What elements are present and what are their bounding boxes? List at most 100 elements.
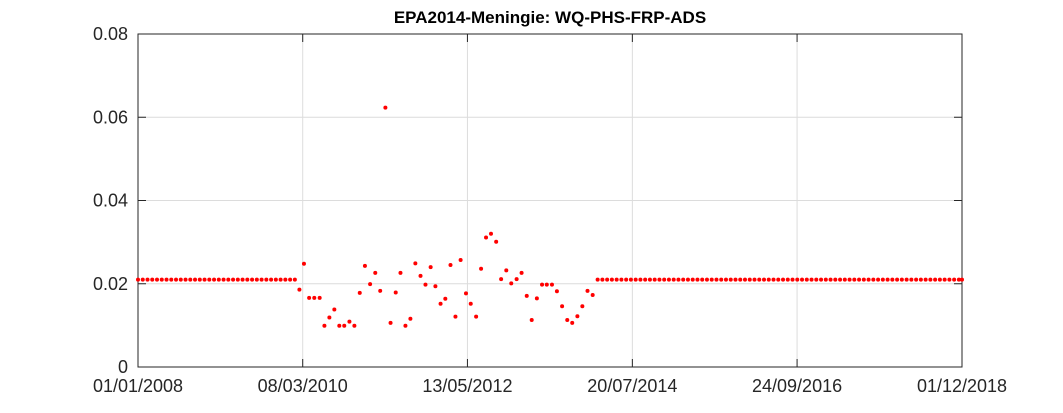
data-point (952, 277, 957, 282)
data-point (704, 277, 709, 282)
data-point (676, 277, 681, 282)
data-point (479, 266, 484, 271)
x-tick-label: 20/07/2014 (587, 376, 677, 396)
data-point (264, 277, 269, 282)
data-point (183, 277, 188, 282)
data-point (876, 277, 881, 282)
data-point (842, 277, 847, 282)
data-point (494, 239, 499, 244)
data-point (312, 295, 317, 300)
data-point (428, 265, 433, 270)
data-point (624, 277, 629, 282)
data-point (638, 277, 643, 282)
y-tick-label: 0.06 (93, 107, 128, 127)
y-tick-label: 0 (118, 357, 128, 377)
data-point (463, 291, 468, 296)
data-point (852, 277, 857, 282)
data-point (757, 277, 762, 282)
data-point (554, 289, 559, 294)
data-point (388, 320, 393, 325)
data-point (605, 277, 610, 282)
data-point (933, 277, 938, 282)
data-point (960, 277, 964, 282)
data-point (666, 277, 671, 282)
data-point (585, 288, 590, 293)
data-point (861, 277, 866, 282)
data-point (301, 261, 306, 266)
x-tick-label: 08/03/2010 (258, 376, 348, 396)
data-point (575, 314, 580, 319)
data-point (504, 268, 509, 273)
data-point (923, 277, 928, 282)
data-point (800, 277, 805, 282)
data-point (833, 277, 838, 282)
data-point (197, 277, 202, 282)
data-point (178, 277, 183, 282)
data-point (292, 277, 297, 282)
data-point (202, 277, 207, 282)
data-point (652, 277, 657, 282)
data-point (297, 287, 302, 292)
data-point (885, 277, 890, 282)
data-point (714, 277, 719, 282)
data-point (212, 277, 217, 282)
data-point (193, 277, 198, 282)
data-point (458, 258, 463, 263)
data-point (269, 277, 274, 282)
data-point (747, 277, 752, 282)
data-point (534, 296, 539, 301)
data-point (560, 304, 565, 309)
data-point (357, 290, 362, 295)
data-point (448, 263, 453, 268)
data-point (499, 277, 504, 282)
data-point (207, 277, 212, 282)
data-point (619, 277, 624, 282)
data-point (928, 277, 933, 282)
y-tick-label: 0.04 (93, 191, 128, 211)
data-point (240, 277, 245, 282)
data-point (937, 277, 942, 282)
data-point (145, 277, 150, 282)
grid-lines (137, 33, 963, 368)
data-point (398, 270, 403, 275)
data-point (766, 277, 771, 282)
data-point (723, 277, 728, 282)
data-point (413, 261, 418, 266)
data-point (600, 277, 605, 282)
data-point (423, 282, 428, 287)
data-point (762, 277, 767, 282)
data-point (947, 277, 952, 282)
data-point (254, 277, 259, 282)
data-point (418, 273, 423, 278)
data-point (169, 277, 174, 282)
data-point (347, 319, 352, 324)
data-point (776, 277, 781, 282)
data-point (823, 277, 828, 282)
data-point (383, 105, 388, 110)
data-point (216, 277, 221, 282)
data-point (150, 277, 155, 282)
data-point (408, 316, 413, 321)
data-point (342, 323, 347, 328)
data-point (918, 277, 923, 282)
data-point (259, 277, 264, 282)
data-point (136, 277, 140, 282)
x-tick-label: 01/01/2008 (93, 376, 183, 396)
data-point (709, 277, 714, 282)
data-point (322, 323, 327, 328)
data-point (914, 277, 919, 282)
data-point (590, 292, 595, 297)
data-point (278, 277, 283, 282)
data-point (771, 277, 776, 282)
data-point (838, 277, 843, 282)
data-point (609, 277, 614, 282)
data-point (362, 263, 367, 268)
data-point (690, 277, 695, 282)
data-point (662, 277, 667, 282)
data-point (904, 277, 909, 282)
data-point (352, 323, 357, 328)
data-points (136, 105, 964, 328)
data-point (488, 231, 493, 236)
data-point (544, 282, 549, 287)
